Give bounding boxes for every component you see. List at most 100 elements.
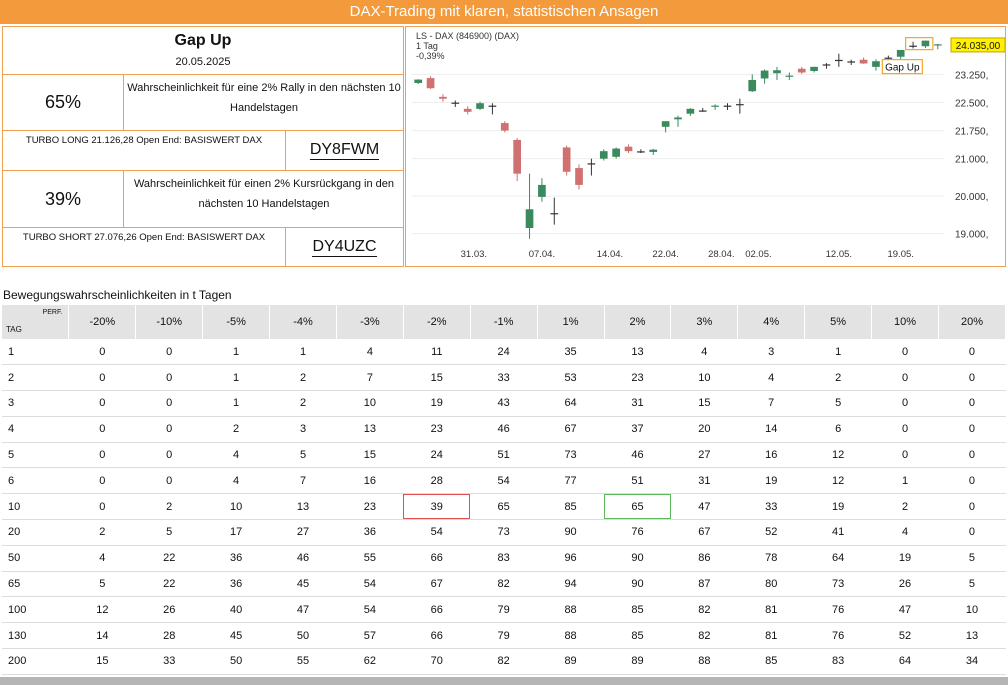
table-cell: 66: [403, 596, 471, 624]
y-tick-label: 22.500,: [955, 98, 988, 109]
table-cell: 2: [269, 364, 337, 392]
table-cell: 4: [670, 339, 738, 366]
table-cell: 81: [737, 622, 805, 650]
short-turbo-code-link[interactable]: DY4UZC: [312, 237, 377, 257]
table-row: 100 12 26 40 47 54 66 79 88 85 82 81 76 47 10: [2, 596, 1006, 624]
table-cell: 36: [336, 519, 404, 546]
table-cell: 55: [336, 545, 404, 572]
table-cell: 47: [269, 596, 337, 624]
table-cell: 5: [68, 571, 136, 598]
table-cell: 0: [68, 467, 136, 495]
table-cell: 87: [670, 571, 738, 598]
signal-title: Gap Up: [174, 32, 232, 49]
table-cell: 4: [68, 545, 136, 572]
table-cell: 45: [202, 622, 270, 650]
long-probability-text: Wahrscheinlichkeit für eine 2% Rally in …: [127, 82, 401, 114]
candle-body: [476, 103, 484, 109]
row-tag: 100: [2, 596, 69, 624]
table-cell: 1: [269, 339, 337, 366]
dax-chart-panel: 19.000, 20.000, 21.000, 21.750, 22.500, 23.25…: [405, 26, 1006, 267]
table-cell: 16: [336, 467, 404, 495]
table-cell: 79: [470, 622, 538, 650]
table-cell: 0: [135, 364, 203, 392]
table-cell: 50: [269, 622, 337, 650]
table-cell: 4: [871, 519, 939, 546]
table-cell: 53: [537, 364, 605, 392]
table-cell: 80: [737, 571, 805, 598]
table-cell: 6: [804, 416, 872, 443]
table-cell: 77: [537, 467, 605, 495]
table-row: 2 0 0 1 2 7 15 33 53 23 10 4 2 0 0: [2, 364, 1006, 392]
table-cell: 0: [68, 442, 136, 469]
table-cell: 28: [403, 467, 471, 495]
table-cell: 66: [403, 545, 471, 572]
table-cell: 5: [938, 571, 1006, 598]
table-row: 65 5 22 36 45 54 67 82 94 90 87 80 73 26 5: [2, 571, 1006, 598]
table-cell: 66: [403, 622, 471, 650]
table-cell: 73: [537, 442, 605, 469]
table-cell: 0: [135, 467, 203, 495]
candle-body: [896, 49, 905, 57]
table-cell: 1: [871, 467, 939, 495]
column-header: -3%: [336, 305, 404, 339]
candle-body: [513, 139, 521, 174]
table-cell: 33: [470, 364, 538, 392]
row-tag: 130: [2, 622, 69, 650]
x-tick-label: 31.03.: [461, 249, 487, 260]
table-cell: 52: [737, 519, 805, 546]
table-cell: 96: [537, 545, 605, 572]
table-cell: 22: [135, 571, 203, 598]
candle-body: [649, 149, 658, 152]
candle-body: [538, 184, 546, 197]
table-cell: 0: [938, 519, 1006, 546]
table-corner-header: PERF. TAG: [2, 305, 70, 339]
table-cell: 54: [470, 467, 538, 495]
x-tick-label: 14.04.: [597, 249, 623, 260]
table-cell: 36: [202, 545, 270, 572]
table-cell: 13: [604, 339, 671, 366]
table-cell: 0: [938, 493, 1006, 521]
table-section-title: Bewegungswahrscheinlichkeiten in t Tagen: [3, 288, 232, 302]
table-cell: 31: [670, 467, 738, 495]
column-header: 10%: [871, 305, 939, 339]
y-tick-label: 23.250,: [955, 70, 988, 81]
y-tick-label: 21.750,: [955, 127, 988, 138]
table-body: 1 0 0 1 1 4 11 24 35 13 4 3 1 0 0 2 0 0 1 2 7 15 33 53 23 10 4 2 0 0 3…: [2, 339, 1006, 675]
table-cell: 86: [670, 545, 738, 572]
candle-body: [748, 79, 757, 92]
candle-body: [760, 70, 769, 79]
table-cell: 27: [269, 519, 337, 546]
table-cell: 0: [68, 416, 136, 443]
table-cell: 16: [737, 442, 805, 469]
table-cell: 46: [470, 416, 538, 443]
table-cell: 33: [135, 648, 203, 675]
table-cell: 24: [403, 442, 471, 469]
table-cell: 82: [670, 622, 738, 650]
column-header: 1%: [537, 305, 605, 339]
row-tag: 1: [2, 339, 69, 366]
table-cell: 82: [670, 596, 738, 624]
table-cell: 52: [871, 622, 939, 650]
x-tick-label: 07.04.: [529, 249, 555, 260]
table-cell: 0: [871, 416, 939, 443]
table-cell: 85: [604, 622, 671, 650]
long-turbo-code-link[interactable]: DY8FWM: [309, 141, 380, 160]
table-cell: 20: [670, 416, 738, 443]
table-cell: 1: [202, 390, 270, 417]
table-cell: 0: [938, 339, 1006, 366]
table-cell: 0: [68, 364, 136, 392]
y-tick-label: 20.000,: [955, 192, 988, 203]
table-cell: 4: [202, 467, 270, 495]
tag-label: TAG: [6, 325, 22, 334]
table-row: 200 15 33 50 55 62 70 82 89 89 88 85 83 64 34: [2, 648, 1006, 675]
table-cell: 46: [604, 442, 671, 469]
table-cell: 15: [670, 390, 738, 417]
table-cell: 46: [269, 545, 337, 572]
column-header: 3%: [670, 305, 739, 339]
table-cell: 12: [804, 442, 872, 469]
table-cell: 90: [537, 519, 605, 546]
table-cell: 15: [68, 648, 136, 675]
table-cell: 85: [737, 648, 805, 675]
table-cell: 51: [604, 467, 671, 495]
table-cell: 0: [938, 467, 1006, 495]
